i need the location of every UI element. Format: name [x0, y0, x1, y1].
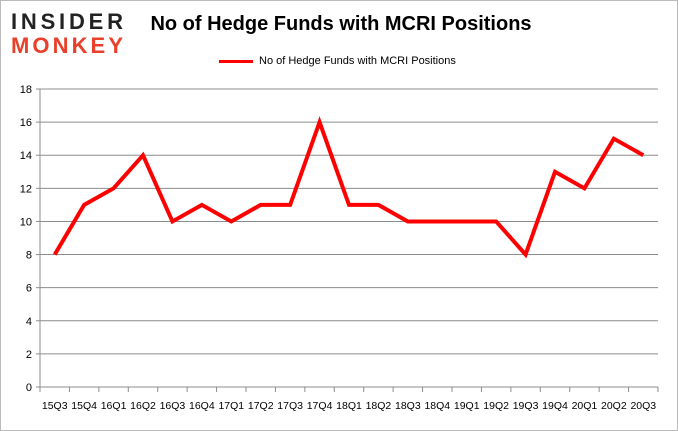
y-tick-label: 8 [26, 250, 32, 262]
x-tick-label: 18Q2 [366, 400, 392, 412]
x-tick-label: 19Q3 [513, 400, 539, 412]
x-tick-label: 20Q3 [630, 400, 656, 412]
x-tick-label: 18Q1 [336, 400, 362, 412]
x-tick-label: 16Q3 [160, 400, 186, 412]
x-tick-label: 17Q4 [307, 400, 333, 412]
x-tick-label: 19Q2 [483, 400, 509, 412]
chart-title: No of Hedge Funds with MCRI Positions [150, 13, 532, 35]
x-tick-label: 20Q2 [601, 400, 627, 412]
y-tick-label: 12 [20, 183, 32, 195]
x-tick-label: 16Q4 [189, 400, 215, 412]
x-tick-label: 16Q2 [130, 400, 156, 412]
y-tick-label: 16 [20, 117, 32, 129]
legend-label: No of Hedge Funds with MCRI Positions [259, 55, 456, 67]
x-tick-label: 18Q4 [424, 400, 450, 412]
y-tick-label: 14 [20, 150, 32, 162]
x-tick-label: 15Q3 [42, 400, 68, 412]
y-tick-label: 4 [26, 316, 32, 328]
y-tick-label: 0 [26, 382, 32, 394]
y-tick-label: 18 [20, 84, 32, 96]
x-tick-label: 17Q2 [248, 400, 274, 412]
y-tick-label: 10 [20, 216, 32, 228]
insider-monkey-logo: INSIDER MONKEY [11, 9, 123, 57]
x-tick-label: 18Q3 [395, 400, 421, 412]
y-tick-label: 6 [26, 283, 32, 295]
x-tick-label: 15Q4 [71, 400, 97, 412]
x-tick-label: 17Q3 [277, 400, 303, 412]
x-tick-label: 19Q1 [454, 400, 480, 412]
x-tick-label: 19Q4 [542, 400, 568, 412]
y-tick-label: 2 [26, 349, 32, 361]
x-tick-label: 16Q1 [101, 400, 127, 412]
legend-swatch [219, 59, 253, 63]
legend: No of Hedge Funds with MCRI Positions [219, 55, 456, 67]
x-tick-label: 20Q1 [572, 400, 598, 412]
x-tick-label: 17Q1 [218, 400, 244, 412]
